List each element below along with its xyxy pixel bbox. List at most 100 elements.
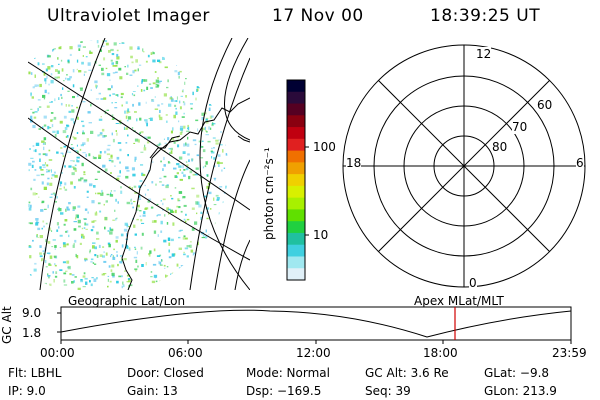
speckle	[111, 132, 113, 136]
speckle	[102, 191, 104, 195]
speckle	[54, 76, 58, 79]
speckle	[99, 49, 102, 52]
speckle	[47, 273, 49, 275]
speckle	[101, 72, 105, 76]
speckle	[205, 207, 210, 210]
speckle	[28, 222, 31, 224]
speckle	[163, 264, 166, 267]
speckle	[159, 261, 162, 265]
speckle	[141, 172, 144, 176]
speckle	[36, 174, 40, 177]
speckle	[30, 95, 32, 97]
speckle	[153, 230, 157, 234]
speckle	[167, 137, 170, 141]
colorbar-cell	[287, 103, 305, 116]
speckle	[225, 153, 228, 156]
speckle	[189, 103, 193, 105]
speckle	[33, 149, 36, 152]
speckle	[47, 170, 50, 173]
speckle	[156, 203, 159, 206]
speckle	[50, 65, 54, 68]
speckle	[126, 201, 130, 205]
speckle	[104, 226, 106, 230]
speckle	[55, 201, 57, 203]
speckle	[121, 104, 123, 107]
speckle	[46, 169, 48, 171]
speckle	[166, 266, 169, 268]
speckle	[28, 207, 32, 211]
speckle	[117, 263, 119, 267]
speckle	[148, 118, 151, 120]
speckle	[65, 136, 67, 138]
speckle	[165, 185, 169, 189]
speckle	[69, 46, 73, 50]
speckle	[77, 160, 80, 163]
altitude-xtick-0600: 06:00	[168, 346, 203, 360]
speckle	[106, 109, 109, 111]
speckle	[153, 220, 157, 223]
speckle	[183, 174, 186, 177]
speckle	[57, 57, 59, 60]
speckle	[47, 241, 51, 244]
speckle	[62, 130, 67, 134]
speckle	[126, 245, 129, 249]
speckle	[157, 59, 161, 62]
speckle	[178, 165, 182, 168]
speckle	[51, 230, 53, 232]
speckle	[43, 115, 47, 119]
speckle	[211, 151, 215, 154]
speckle	[191, 227, 195, 231]
speckle	[126, 110, 129, 114]
speckle	[151, 280, 156, 284]
speckle	[139, 210, 142, 212]
speckle	[171, 210, 175, 213]
speckle	[50, 79, 54, 84]
speckle	[47, 125, 50, 130]
speckle	[152, 51, 155, 55]
speckle	[82, 152, 86, 154]
speckle	[118, 67, 122, 71]
speckle	[103, 57, 106, 61]
speckle	[163, 156, 165, 161]
speckle	[61, 68, 64, 72]
speckle	[134, 192, 138, 194]
speckle	[159, 116, 163, 121]
speckle	[186, 143, 190, 147]
speckle	[202, 166, 205, 169]
speckle	[45, 68, 48, 72]
speckle	[125, 127, 129, 130]
speckle	[184, 237, 188, 240]
speckle	[120, 96, 123, 99]
speckle	[48, 169, 51, 171]
speckle	[103, 203, 105, 206]
speckle	[185, 161, 188, 163]
speckle	[71, 105, 73, 107]
speckle	[112, 138, 115, 143]
speckle	[155, 79, 160, 83]
speckle	[168, 208, 171, 211]
mlt-label-0: 0	[469, 276, 477, 290]
speckle	[99, 254, 103, 257]
speckle	[48, 227, 52, 231]
speckle	[58, 63, 60, 65]
speckle	[159, 80, 162, 82]
speckle	[43, 225, 45, 228]
speckle	[81, 162, 84, 167]
speckle	[144, 193, 147, 196]
speckle	[42, 142, 45, 145]
speckle	[142, 214, 146, 217]
speckle	[34, 111, 38, 113]
speckle	[120, 186, 122, 189]
speckle	[119, 76, 123, 80]
speckle	[48, 127, 52, 129]
speckle	[196, 86, 201, 89]
speckle	[73, 280, 75, 283]
speckle	[137, 46, 140, 49]
speckle	[225, 185, 228, 189]
speckle	[152, 59, 156, 63]
speckle	[142, 79, 145, 82]
speckle	[83, 174, 86, 176]
speckle	[184, 247, 189, 250]
mlt-label-18: 18	[346, 156, 362, 170]
speckle	[44, 208, 47, 210]
